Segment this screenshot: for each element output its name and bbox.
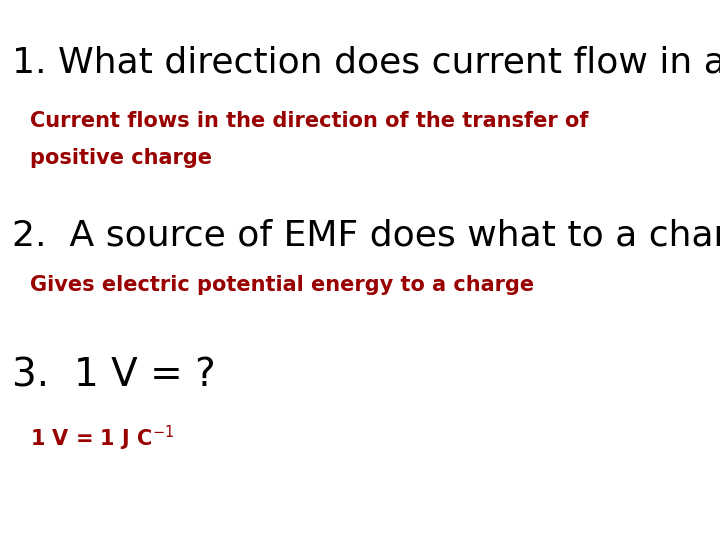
Text: 3.  1 V = ?: 3. 1 V = ? (12, 356, 216, 394)
Text: Current flows in the direction of the transfer of: Current flows in the direction of the tr… (30, 111, 589, 131)
Text: positive charge: positive charge (30, 148, 212, 168)
Text: 2.  A source of EMF does what to a charge?: 2. A source of EMF does what to a charge… (12, 219, 720, 253)
Text: Gives electric potential energy to a charge: Gives electric potential energy to a cha… (30, 275, 534, 295)
Text: 1 V = 1 J C$^{-1}$: 1 V = 1 J C$^{-1}$ (30, 424, 175, 453)
Text: 1. What direction does current flow in a circuit?: 1. What direction does current flow in a… (12, 46, 720, 80)
